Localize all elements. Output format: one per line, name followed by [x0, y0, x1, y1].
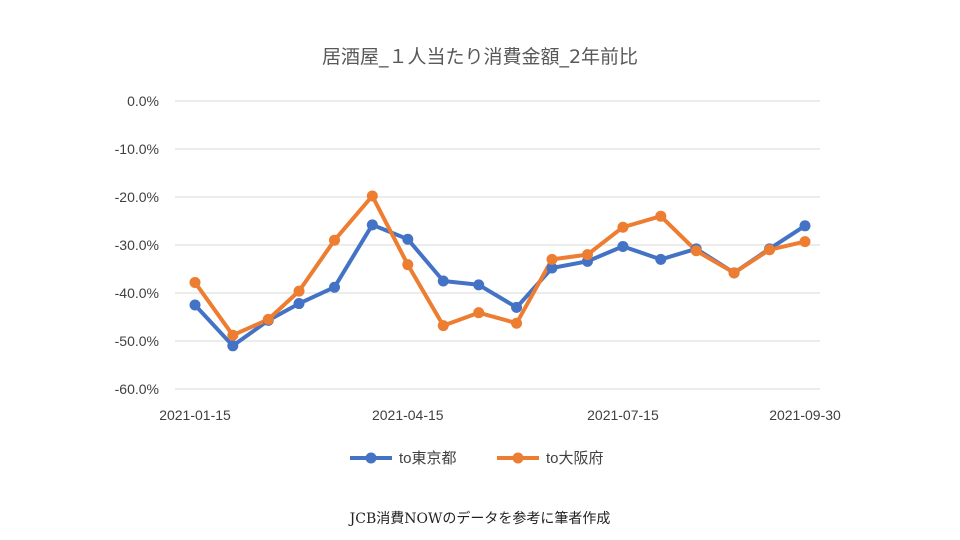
series-points — [189, 190, 811, 352]
y-tick-label: -60.0% — [115, 381, 159, 397]
x-tick-label: 2021-04-15 — [372, 407, 444, 423]
legend-swatch-marker — [512, 452, 524, 464]
x-tick-label: 2021-01-15 — [159, 407, 231, 423]
data-point — [366, 190, 378, 202]
x-tick-label: 2021-07-15 — [587, 407, 659, 423]
legend-label: to東京都 — [399, 450, 457, 467]
data-point — [293, 298, 305, 310]
y-tick-label: -30.0% — [115, 237, 159, 253]
legend: to東京都 to大阪府 — [350, 450, 604, 467]
data-point — [227, 340, 239, 352]
data-point — [293, 285, 305, 297]
data-point — [473, 279, 485, 291]
data-point — [655, 210, 667, 222]
data-point — [617, 221, 629, 233]
series-line-1 — [193, 222, 807, 348]
data-point — [690, 245, 702, 257]
data-point — [227, 329, 239, 341]
data-point — [511, 317, 523, 329]
data-point — [366, 219, 378, 231]
data-point — [473, 307, 485, 319]
data-point — [728, 267, 740, 279]
x-axis-ticks: 2021-01-15 2021-04-15 2021-07-15 2021-09-30 — [159, 407, 841, 423]
legend-label: to大阪府 — [546, 450, 604, 467]
y-tick-label: -20.0% — [115, 189, 159, 205]
data-point — [764, 244, 776, 256]
data-point — [328, 234, 340, 246]
data-point — [437, 320, 449, 332]
data-point — [799, 220, 811, 232]
legend-swatch-marker — [365, 452, 377, 464]
source-caption: JCB消費NOWのデータを参考に筆者作成 — [349, 511, 611, 527]
x-tick-label: 2021-09-30 — [769, 407, 841, 423]
data-point — [546, 253, 558, 265]
y-tick-label: -10.0% — [115, 141, 159, 157]
data-point — [655, 253, 667, 265]
chart-title: 居酒屋_１人当たり消費金額_2年前比 — [322, 46, 638, 68]
data-point — [437, 275, 449, 287]
y-axis-ticks: 0.0% -10.0% -20.0% -30.0% -40.0% -50.0% -60.0% — [115, 93, 159, 397]
data-point — [262, 313, 274, 325]
y-tick-label: -40.0% — [115, 285, 159, 301]
data-point — [189, 299, 201, 311]
data-point — [402, 259, 414, 271]
data-point — [799, 236, 811, 248]
gridlines — [175, 100, 820, 390]
data-point — [617, 240, 629, 252]
y-tick-label: -50.0% — [115, 333, 159, 349]
data-point — [189, 276, 201, 288]
series-lines — [193, 194, 807, 348]
data-point — [511, 301, 523, 313]
y-tick-label: 0.0% — [127, 93, 159, 109]
data-point — [328, 281, 340, 293]
data-point — [402, 233, 414, 245]
series-line-2 — [193, 194, 807, 338]
data-point — [546, 262, 558, 274]
data-point — [581, 249, 593, 261]
